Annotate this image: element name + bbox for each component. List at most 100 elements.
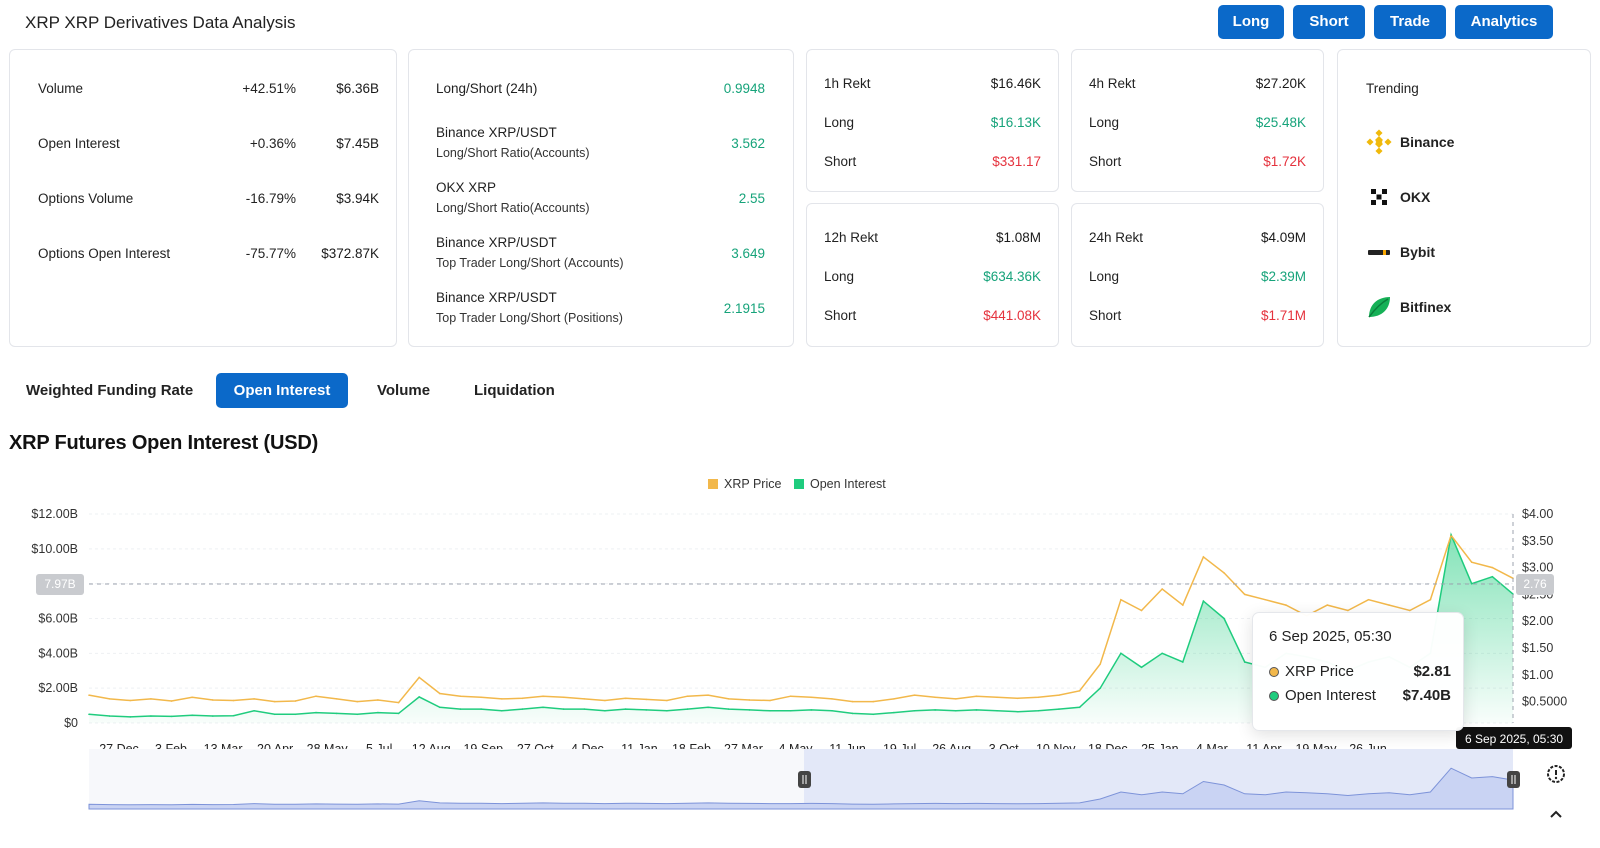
ratio-subtitle: Long/Short Ratio(Accounts) bbox=[436, 146, 590, 160]
open-interest-point bbox=[1099, 687, 1102, 689]
open-interest-point bbox=[562, 708, 565, 710]
open-interest-point bbox=[645, 709, 648, 711]
rekt-short-value: $1.71M bbox=[1260, 308, 1306, 323]
xrp-price-point bbox=[294, 700, 297, 702]
tab-weighted-funding-rate[interactable]: Weighted Funding Rate bbox=[26, 382, 194, 399]
ratio-label: Binance XRP/USDT Top Trader Long/Short (A… bbox=[436, 235, 624, 270]
ratio-title: Binance XRP/USDT bbox=[436, 235, 557, 250]
ratio-value: 2.55 bbox=[738, 191, 765, 206]
rekt-long-value: $25.48K bbox=[1255, 115, 1306, 130]
xrp-price-point bbox=[232, 699, 235, 702]
tooltip-price-value: $2.81 bbox=[1413, 663, 1451, 680]
ratio-subtitle: Top Trader Long/Short (Accounts) bbox=[436, 256, 624, 270]
stat-label-options-oi: Options Open Interest bbox=[38, 246, 171, 261]
xrp-price-point bbox=[315, 695, 317, 698]
rekt-total: $27.20K bbox=[1255, 76, 1306, 91]
tooltip-oi-value: $7.40B bbox=[1402, 687, 1451, 704]
open-interest-point bbox=[212, 715, 214, 717]
xrp-price-point bbox=[1016, 697, 1019, 700]
y-right-tick-label: $1.00 bbox=[1522, 668, 1553, 682]
xrp-price-point bbox=[129, 699, 132, 702]
tooltip-oi-label: Open Interest bbox=[1285, 687, 1376, 704]
tab-volume[interactable]: Volume bbox=[377, 382, 431, 399]
long-button[interactable]: Long bbox=[1218, 5, 1284, 39]
y-right-tick-label: $4.00 bbox=[1522, 507, 1553, 521]
xrp-price-point bbox=[562, 696, 565, 699]
exchange-okx[interactable]: OKX bbox=[1366, 184, 1430, 210]
exchange-name: Binance bbox=[1400, 134, 1455, 150]
y-right-tick-label: $3.00 bbox=[1522, 561, 1553, 575]
y-left-tick-label: $6.00B bbox=[38, 612, 78, 626]
open-interest-point bbox=[335, 712, 338, 715]
trending-title: Trending bbox=[1366, 81, 1419, 96]
xrp-price-point bbox=[1388, 604, 1390, 606]
open-interest-point bbox=[1058, 708, 1060, 710]
legend-price-label: XRP Price bbox=[724, 477, 781, 491]
y-left-tick-label: $2.00B bbox=[38, 681, 78, 695]
xrp-price-point bbox=[191, 696, 193, 699]
range-handle-left[interactable] bbox=[798, 771, 811, 788]
xrp-price-point bbox=[1037, 696, 1040, 699]
rekt-title: 24h Rekt bbox=[1089, 230, 1144, 245]
xrp-price-point bbox=[521, 697, 524, 700]
tab-open-interest[interactable]: Open Interest bbox=[216, 373, 348, 408]
ratios-card: Long/Short (24h) 0.9948 Binance XRP/USDT… bbox=[408, 49, 794, 347]
xrp-price-point bbox=[108, 698, 111, 700]
chart-legend[interactable]: XRP Price Open Interest bbox=[708, 477, 886, 491]
exchange-bitfinex[interactable]: Bitfinex bbox=[1366, 294, 1451, 320]
xrp-price-point bbox=[88, 694, 90, 696]
xrp-price-point bbox=[500, 698, 503, 700]
stat-label-volume: Volume bbox=[38, 81, 84, 96]
stat-change-volume: +42.51% bbox=[242, 81, 296, 96]
open-interest-point bbox=[150, 715, 152, 717]
binance-logo-icon bbox=[1366, 129, 1392, 155]
short-button[interactable]: Short bbox=[1293, 5, 1365, 39]
bybit-logo-icon bbox=[1368, 250, 1390, 255]
exchange-binance[interactable]: Binance bbox=[1366, 129, 1454, 155]
xrp-price-point bbox=[1223, 572, 1225, 574]
open-interest-point bbox=[253, 710, 255, 712]
xrp-price-point bbox=[996, 696, 998, 699]
rekt-short-label: Short bbox=[824, 154, 857, 169]
open-interest-point bbox=[1470, 582, 1473, 585]
xrp-price-point bbox=[212, 699, 214, 701]
scroll-top-button[interactable] bbox=[1540, 799, 1572, 831]
xrp-price-point bbox=[335, 698, 338, 700]
trade-button[interactable]: Trade bbox=[1374, 5, 1446, 39]
rekt-long-label: Long bbox=[1089, 269, 1120, 284]
open-interest-point bbox=[1161, 652, 1163, 655]
xrp-price-point bbox=[769, 699, 771, 702]
ratio-title: OKX XRP bbox=[436, 180, 497, 195]
rekt-long-label: Long bbox=[824, 115, 855, 130]
open-interest-point bbox=[459, 708, 462, 710]
ratio-label: OKX XRP Long/Short Ratio(Accounts) bbox=[436, 180, 590, 215]
exchange-name: OKX bbox=[1400, 189, 1431, 205]
open-interest-point bbox=[1181, 661, 1184, 663]
open-interest-point bbox=[934, 709, 936, 711]
xrp-price-point bbox=[707, 694, 709, 696]
ratio-subtitle: Top Trader Long/Short (Positions) bbox=[436, 311, 623, 325]
rekt-long-value: $16.13K bbox=[990, 115, 1041, 130]
exchange-name: Bitfinex bbox=[1400, 299, 1452, 315]
open-interest-point bbox=[748, 709, 751, 711]
feedback-button[interactable] bbox=[1540, 758, 1572, 790]
analytics-button[interactable]: Analytics bbox=[1455, 5, 1553, 39]
okx-logo-icon bbox=[1371, 189, 1387, 205]
rekt-12h-card: 12h Rekt $1.08M Long $634.36K Short $441… bbox=[806, 203, 1059, 347]
exchange-bybit[interactable]: Bybit bbox=[1366, 239, 1435, 265]
xrp-price-point bbox=[934, 696, 936, 699]
open-interest-point bbox=[1140, 666, 1143, 669]
xrp-price-point bbox=[1202, 556, 1205, 558]
y-left-tick-label: $0 bbox=[64, 716, 78, 730]
open-interest-point bbox=[418, 696, 421, 698]
open-interest-point bbox=[1450, 534, 1452, 536]
open-interest-point bbox=[1202, 600, 1205, 602]
chart-tooltip: 6 Sep 2025, 05:30 XRP Price $2.81 Open I… bbox=[1252, 612, 1464, 731]
range-handle-right[interactable] bbox=[1507, 771, 1520, 788]
crosshair-x-badge bbox=[1456, 727, 1572, 749]
tab-liquidation[interactable]: Liquidation bbox=[474, 382, 555, 399]
open-interest-point bbox=[108, 715, 111, 717]
rekt-title: 1h Rekt bbox=[824, 76, 871, 91]
open-interest-point bbox=[686, 708, 689, 710]
rekt-total: $16.46K bbox=[990, 76, 1041, 91]
